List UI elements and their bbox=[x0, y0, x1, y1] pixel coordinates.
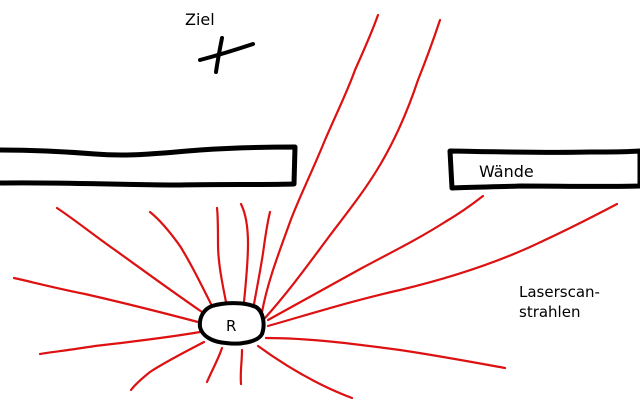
laser-ray bbox=[256, 344, 354, 400]
laser-ray bbox=[148, 210, 214, 308]
wall-right bbox=[447, 148, 640, 191]
robot-label: R bbox=[226, 317, 236, 335]
cross-icon bbox=[198, 36, 255, 74]
laser-ray bbox=[264, 336, 507, 370]
laser-ray bbox=[252, 210, 272, 306]
laser-ray bbox=[38, 330, 202, 356]
laser-label-line2: strahlen bbox=[519, 303, 580, 321]
laser-ray bbox=[55, 206, 204, 314]
laser-ray bbox=[263, 18, 442, 320]
laser-ray bbox=[260, 13, 380, 314]
laser-ray bbox=[266, 202, 619, 328]
wall-left bbox=[0, 144, 298, 188]
cross-stroke-vertical bbox=[214, 36, 224, 74]
laser-ray bbox=[239, 348, 244, 386]
laser-ray bbox=[266, 194, 485, 322]
laser-ray bbox=[239, 202, 250, 304]
walls-label: Wände bbox=[479, 162, 534, 181]
laser-ray bbox=[215, 206, 228, 304]
target-label: Ziel bbox=[185, 10, 215, 29]
laser-ray bbox=[129, 340, 206, 392]
laser-ray bbox=[12, 276, 200, 324]
robot-body bbox=[197, 301, 266, 346]
laser-label-line1: Laserscan- bbox=[519, 283, 600, 301]
walls bbox=[0, 144, 640, 191]
laser-ray bbox=[205, 346, 224, 384]
laser-rays bbox=[12, 13, 619, 400]
robot-outline bbox=[197, 301, 266, 346]
cross-stroke-horizontal bbox=[198, 42, 255, 62]
